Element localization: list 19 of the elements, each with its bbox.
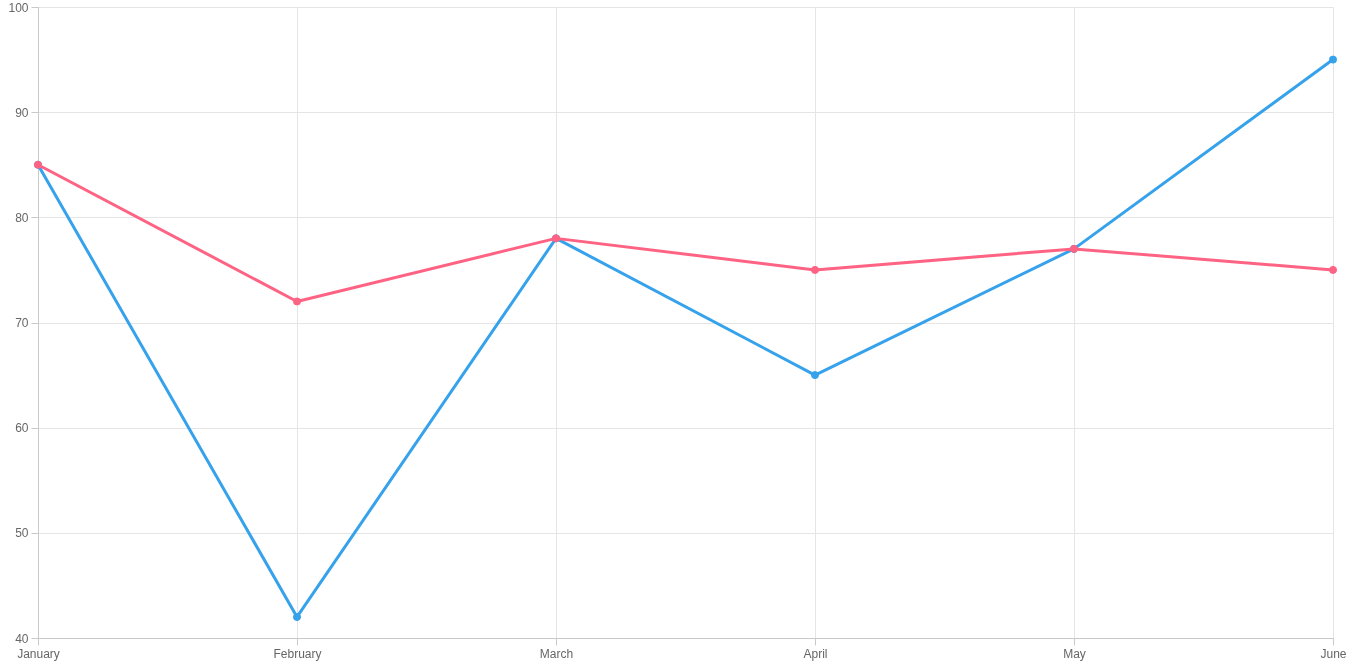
point — [292, 612, 302, 621]
y-tick-label: 50 — [15, 526, 29, 541]
x-tick-label: April — [803, 646, 828, 661]
y-tick-label: 40 — [15, 631, 29, 646]
y-tick-label: 80 — [15, 210, 29, 225]
point — [1328, 265, 1338, 274]
x-tick-label: March — [539, 646, 574, 661]
point — [1328, 55, 1338, 64]
point — [292, 297, 302, 306]
y-tick-label: 70 — [15, 316, 29, 330]
x-tick-label: January — [17, 646, 60, 661]
y-tick-label: 100 — [8, 0, 29, 15]
y-tick-label: 90 — [15, 105, 29, 120]
point — [810, 265, 820, 274]
x-tick-label: June — [1320, 646, 1347, 661]
point — [810, 371, 820, 380]
x-tick-label: February — [273, 646, 322, 661]
x-tick-label: May — [1063, 646, 1086, 661]
y-tick-label: 60 — [15, 421, 29, 436]
